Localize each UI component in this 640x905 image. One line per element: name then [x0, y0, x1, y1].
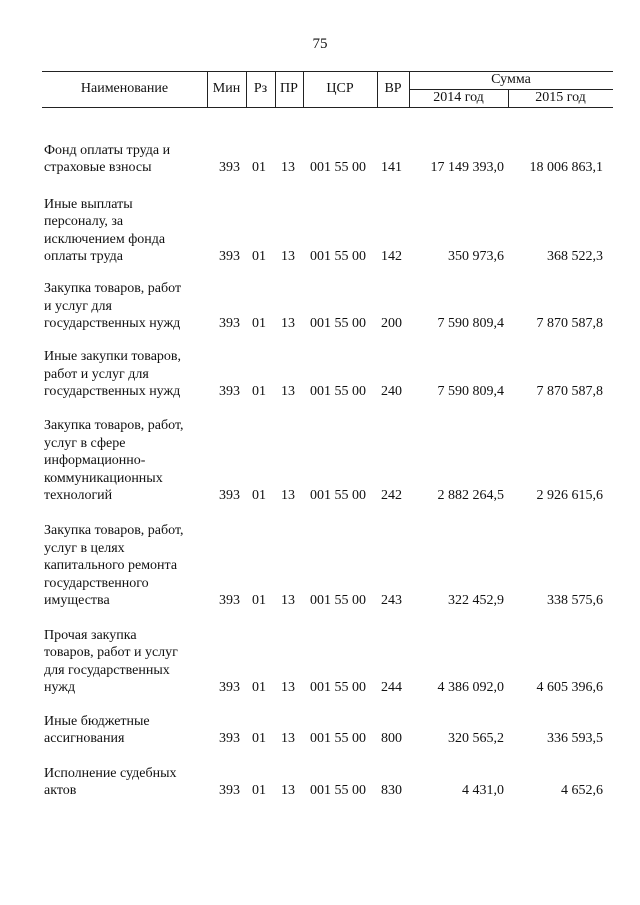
- cell-csr: 001 55 00: [310, 249, 366, 264]
- cell-y2014: 2 882 264,5: [437, 488, 505, 503]
- cell-rz: 01: [252, 160, 266, 175]
- row-name: Иные выплаты персоналу, за исключением ф…: [44, 196, 166, 265]
- header-rz: Рз: [253, 81, 268, 96]
- header-2014: 2014 год: [433, 90, 484, 105]
- cell-rz: 01: [252, 783, 266, 798]
- cell-csr: 001 55 00: [310, 316, 366, 331]
- cell-pr: 13: [281, 593, 295, 608]
- cell-min: 393: [219, 488, 240, 503]
- cell-y2014: 322 452,9: [448, 593, 504, 608]
- page-number: 75: [312, 36, 328, 52]
- cell-y2015: 336 593,5: [547, 731, 603, 746]
- cell-y2015: 4 652,6: [561, 783, 603, 798]
- row-name: Закупка товаров, работ, услуг в сфере ин…: [44, 418, 184, 503]
- cell-pr: 13: [281, 783, 295, 798]
- cell-y2015: 7 870 587,8: [536, 384, 604, 399]
- cell-rz: 01: [252, 593, 266, 608]
- cell-y2014: 4 386 092,0: [437, 680, 505, 695]
- cell-y2014: 7 590 809,4: [437, 316, 505, 331]
- row-name: Иные закупки товаров, работ и услуг для …: [44, 349, 182, 399]
- cell-y2015: 338 575,6: [547, 593, 603, 608]
- header-csr: ЦСР: [326, 81, 354, 96]
- cell-y2015: 18 006 863,1: [529, 160, 604, 175]
- cell-pr: 13: [281, 249, 295, 264]
- cell-csr: 001 55 00: [310, 680, 366, 695]
- row-name: Исполнение судебных актов: [44, 765, 177, 799]
- cell-csr: 001 55 00: [310, 488, 366, 503]
- cell-min: 393: [219, 680, 240, 695]
- cell-rz: 01: [252, 731, 266, 746]
- cell-min: 393: [219, 731, 240, 746]
- cell-rz: 01: [252, 384, 266, 399]
- cell-pr: 13: [281, 488, 295, 503]
- cell-pr: 13: [281, 731, 295, 746]
- header-sum: Сумма: [491, 72, 531, 87]
- cell-csr: 001 55 00: [310, 384, 366, 399]
- cell-vr: 240: [381, 384, 402, 399]
- cell-vr: 244: [381, 680, 402, 695]
- header-vr: ВР: [384, 81, 402, 96]
- cell-vr: 243: [381, 593, 402, 608]
- header-2015: 2015 год: [535, 90, 586, 105]
- cell-pr: 13: [281, 316, 295, 331]
- cell-csr: 001 55 00: [310, 783, 366, 798]
- cell-vr: 141: [381, 160, 402, 175]
- row-name: Закупка товаров, работ и услуг для госуд…: [44, 281, 182, 331]
- cell-rz: 01: [252, 249, 266, 264]
- cell-y2015: 368 522,3: [547, 249, 603, 264]
- cell-min: 393: [219, 249, 240, 264]
- cell-vr: 200: [381, 316, 402, 331]
- cell-y2015: 4 605 396,6: [536, 680, 604, 695]
- cell-vr: 142: [381, 249, 402, 264]
- cell-min: 393: [219, 316, 240, 331]
- cell-pr: 13: [281, 680, 295, 695]
- cell-y2015: 2 926 615,6: [536, 488, 604, 503]
- cell-y2014: 350 973,6: [448, 249, 504, 264]
- cell-vr: 830: [381, 783, 402, 798]
- cell-pr: 13: [281, 384, 295, 399]
- cell-pr: 13: [281, 160, 295, 175]
- cell-csr: 001 55 00: [310, 731, 366, 746]
- header-pr: ПР: [280, 81, 298, 96]
- cell-vr: 242: [381, 488, 402, 503]
- row-name: Фонд оплаты труда и страховые взносы: [44, 142, 171, 176]
- cell-min: 393: [219, 783, 240, 798]
- cell-rz: 01: [252, 680, 266, 695]
- cell-min: 393: [219, 593, 240, 608]
- table-header: Наименование Мин Рз ПР ЦСР ВР Сумма 2014…: [42, 71, 613, 108]
- cell-y2015: 7 870 587,8: [536, 316, 604, 331]
- cell-y2014: 320 565,2: [448, 731, 504, 746]
- header-min: Мин: [212, 81, 241, 96]
- cell-min: 393: [219, 160, 240, 175]
- cell-y2014: 7 590 809,4: [437, 384, 505, 399]
- cell-min: 393: [219, 384, 240, 399]
- cell-y2014: 17 149 393,0: [430, 160, 505, 175]
- cell-rz: 01: [252, 488, 266, 503]
- cell-rz: 01: [252, 316, 266, 331]
- cell-y2014: 4 431,0: [462, 783, 504, 798]
- cell-csr: 001 55 00: [310, 593, 366, 608]
- cell-vr: 800: [381, 731, 402, 746]
- row-name: Закупка товаров, работ, услуг в целях ка…: [44, 523, 184, 608]
- row-name: Прочая закупка товаров, работ и услуг дл…: [44, 627, 178, 696]
- cell-csr: 001 55 00: [310, 160, 366, 175]
- header-name: Наименование: [80, 81, 169, 96]
- row-name: Иные бюджетные ассигнования: [44, 713, 150, 747]
